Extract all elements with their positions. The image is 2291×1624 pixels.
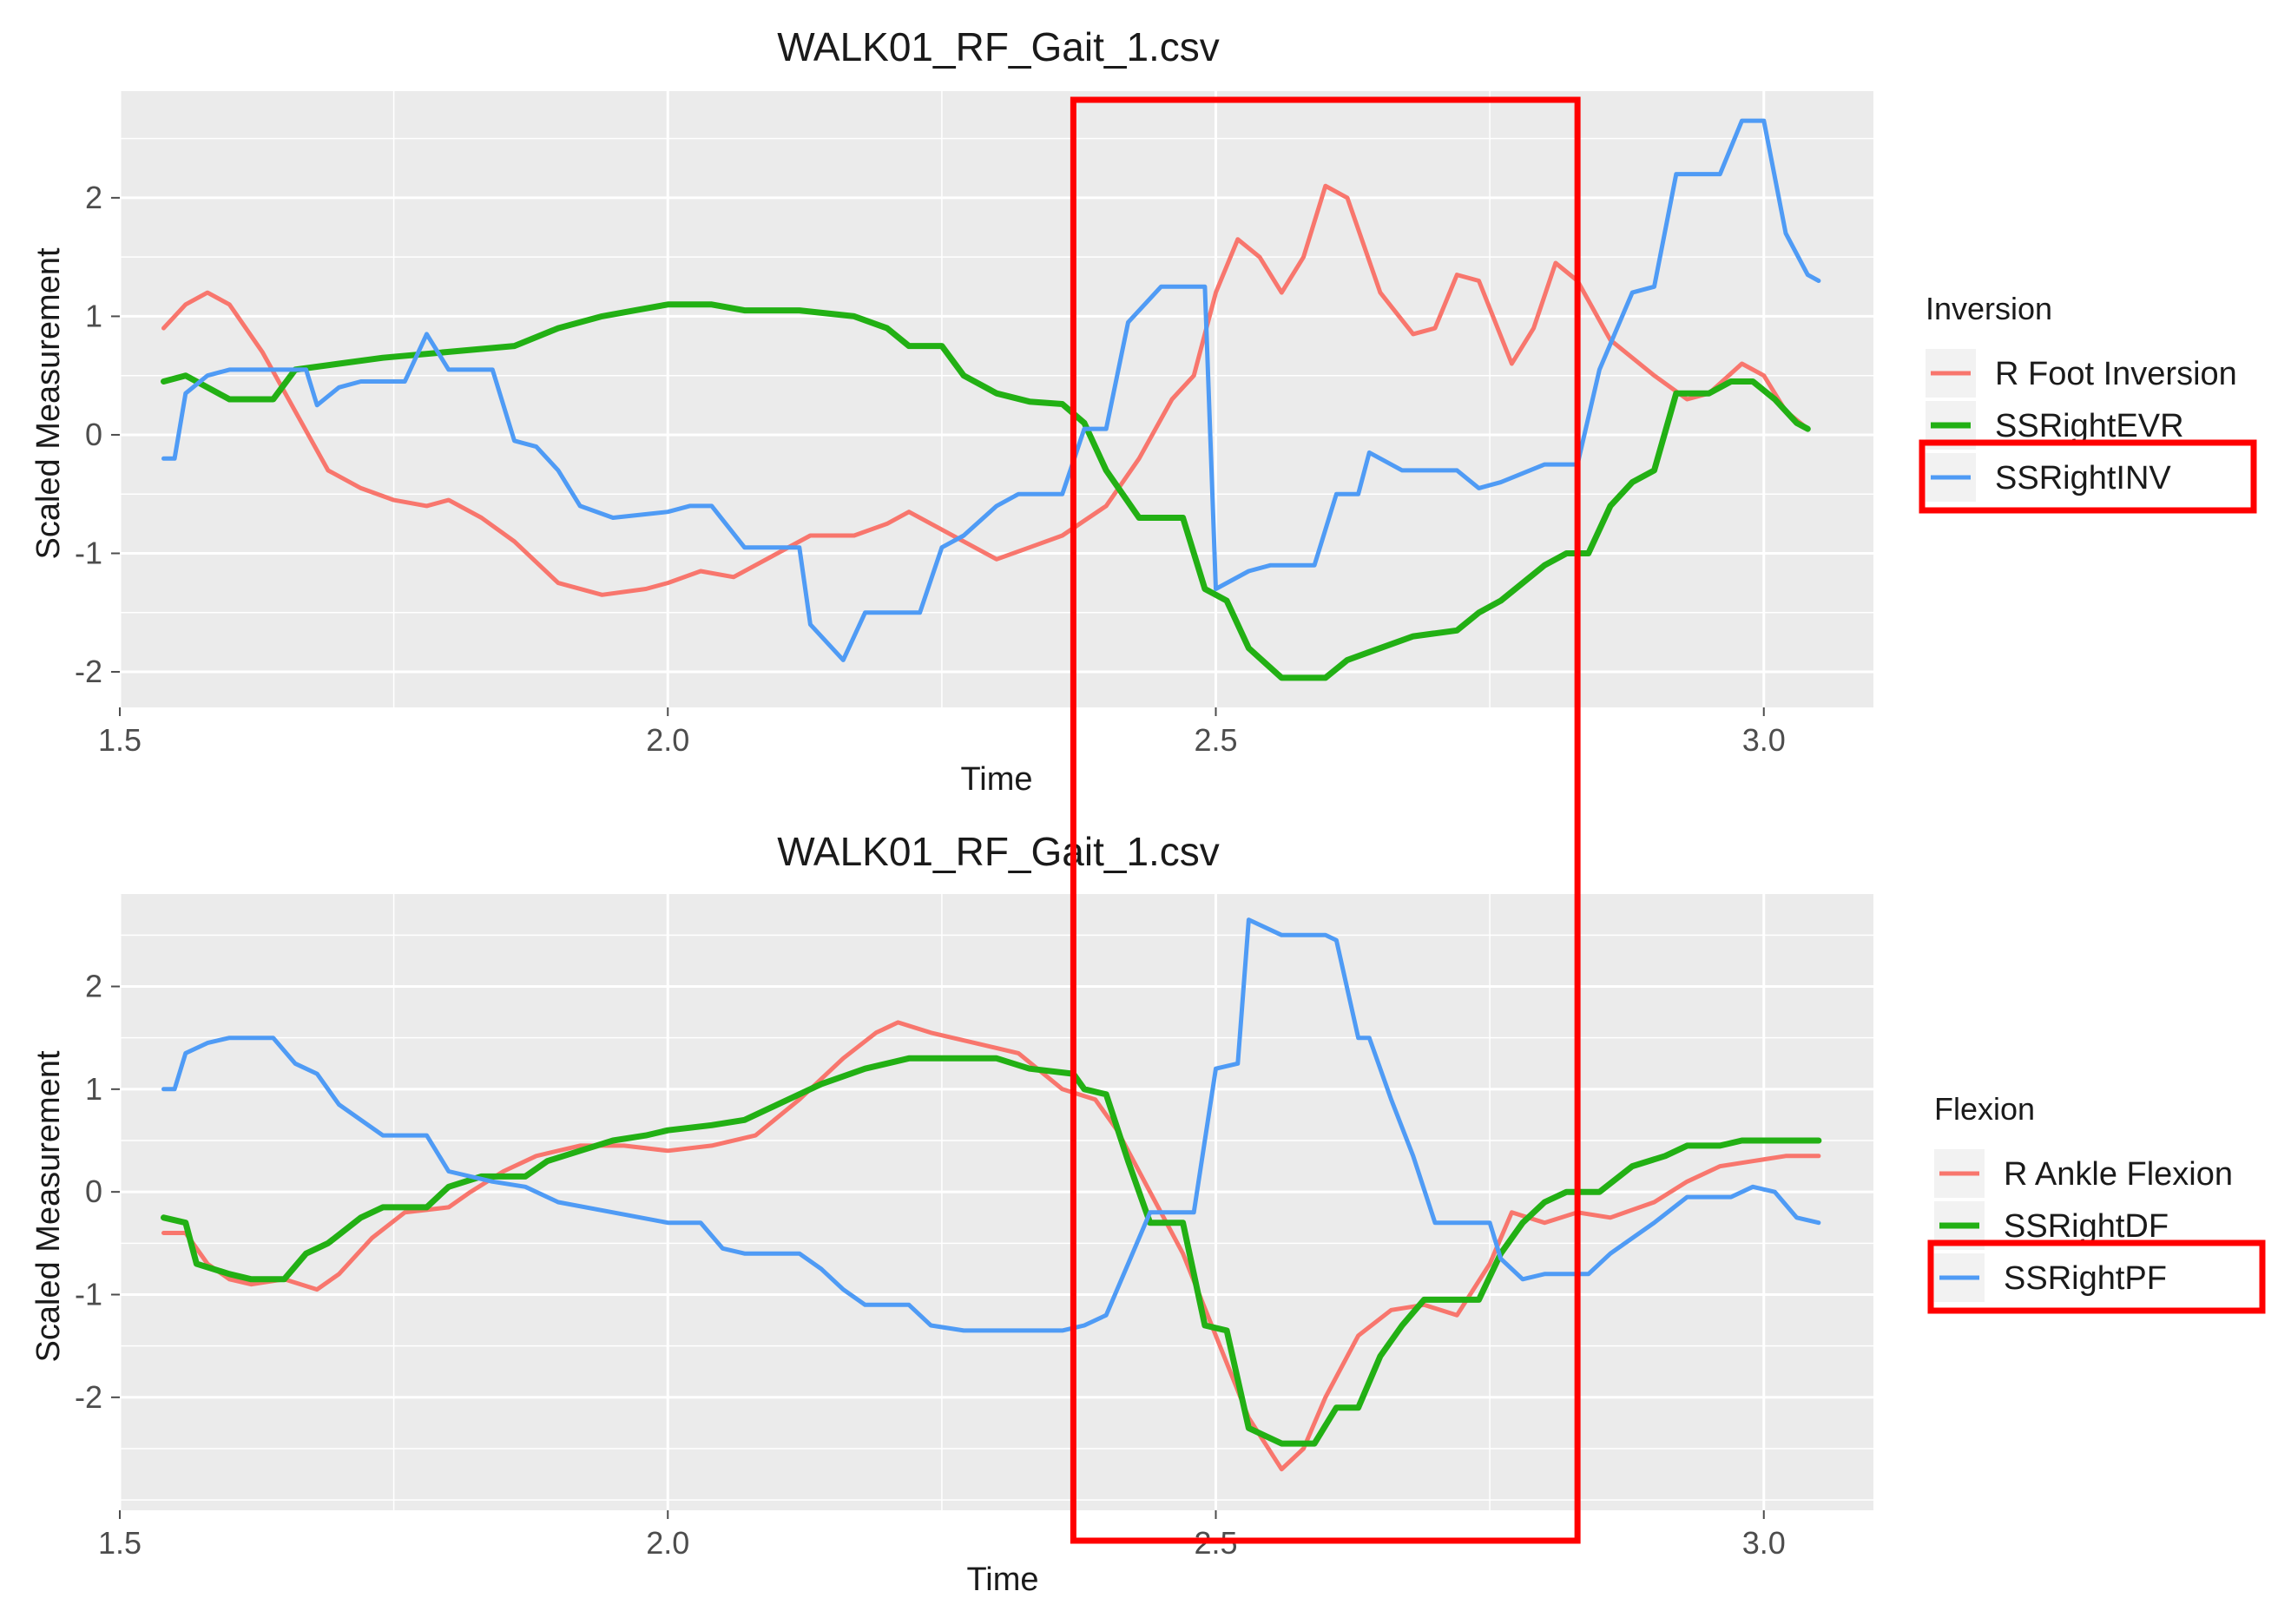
y-tick-labels: -2 -1 0 1 2 bbox=[75, 969, 120, 1415]
series-line-ssrightdf bbox=[161, 1055, 1822, 1447]
series-line-r-ankle-flexion bbox=[161, 1020, 1821, 1472]
legend-highlight-box bbox=[1919, 439, 2257, 514]
x-tick-label: 3.0 bbox=[1742, 1525, 1786, 1561]
x-axis-label: Time bbox=[966, 1562, 1038, 1598]
plot-panel bbox=[120, 91, 1873, 707]
chart-title: WALK01_RF_Gait_1.csv bbox=[777, 24, 1220, 69]
legend-label: R Foot Inversion bbox=[1995, 356, 2237, 392]
highlight-box-time-window bbox=[1070, 96, 1581, 1544]
legend-label: SSRightEVR bbox=[1995, 408, 2184, 444]
y-tick-label: 0 bbox=[85, 417, 102, 452]
y-tick-label: 2 bbox=[85, 180, 102, 215]
y-axis-label: Scaled Measurement bbox=[30, 1050, 67, 1363]
gridlines bbox=[118, 894, 1873, 1510]
legend-highlight-box bbox=[1927, 1239, 2266, 1314]
y-axis-label: Scaled Measurement bbox=[30, 247, 67, 560]
y-tick-label: -2 bbox=[75, 654, 102, 689]
x-tick-labels: 1.5 2.0 2.5 3.0 bbox=[98, 707, 1786, 758]
chart-title: WALK01_RF_Gait_1.csv bbox=[777, 829, 1220, 874]
x-tick-label: 1.5 bbox=[98, 1525, 142, 1561]
legend-label: SSRightPF bbox=[2004, 1260, 2167, 1297]
x-axis-label: Time bbox=[960, 761, 1032, 798]
x-tick-label: 3.0 bbox=[1742, 722, 1786, 758]
legend: Inversion R Foot Inversion SSRightEVR SSRi… bbox=[1919, 291, 2257, 514]
chart-inversion: WALK01_RF_Gait_1.csv -2 -1 0 1 2 1.5 2.0 2.5 3.… bbox=[30, 24, 2257, 798]
legend-title: Inversion bbox=[1926, 291, 2052, 326]
y-tick-label: 0 bbox=[85, 1174, 102, 1209]
series-line-ssrightevr bbox=[161, 301, 1811, 681]
series-lines bbox=[161, 917, 1822, 1472]
y-tick-labels: -2 -1 0 1 2 bbox=[75, 180, 120, 689]
y-tick-label: 1 bbox=[85, 298, 102, 333]
legend-title: Flexion bbox=[1934, 1091, 2035, 1127]
x-tick-label: 2.0 bbox=[646, 1525, 689, 1561]
x-tick-label: 1.5 bbox=[98, 722, 142, 758]
legend-label: SSRightDF bbox=[2004, 1208, 2169, 1245]
x-tick-labels: 1.5 2.0 2.5 3.0 bbox=[98, 1510, 1786, 1561]
legend: Flexion R Ankle Flexion SSRightDF SSRightP… bbox=[1927, 1091, 2266, 1314]
legend-label: R Ankle Flexion bbox=[2004, 1156, 2233, 1193]
y-tick-label: -1 bbox=[75, 536, 102, 571]
y-tick-label: -2 bbox=[75, 1379, 102, 1415]
x-tick-label: 2.0 bbox=[646, 722, 689, 758]
series-line-ssrightpf bbox=[161, 917, 1821, 1333]
plot-panel bbox=[120, 894, 1873, 1510]
y-tick-label: -1 bbox=[75, 1277, 102, 1312]
legend-label: SSRightINV bbox=[1995, 460, 2171, 496]
series-lines bbox=[161, 118, 1821, 681]
y-tick-label: 1 bbox=[85, 1071, 102, 1107]
series-line-r-foot-inversion bbox=[161, 183, 1810, 597]
series-line-ssrightinv bbox=[161, 118, 1821, 662]
highlight-annotations bbox=[1070, 96, 1581, 1544]
y-tick-label: 2 bbox=[85, 969, 102, 1004]
x-tick-label: 2.5 bbox=[1194, 722, 1237, 758]
